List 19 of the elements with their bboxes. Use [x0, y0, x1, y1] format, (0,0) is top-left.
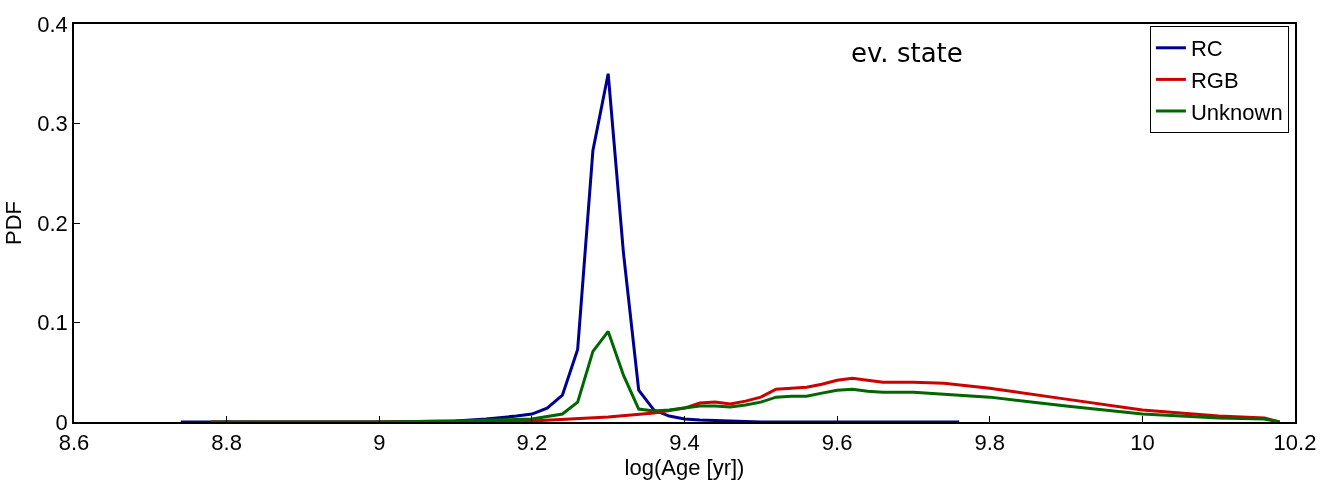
line-series [209, 329, 1282, 422]
y-axis-title: PDF [0, 201, 26, 245]
x-tick-label: 9.8 [974, 430, 1006, 456]
y-tick-label: 0.2 [37, 210, 68, 236]
y-tick-label: 0.4 [37, 11, 68, 37]
x-tick-label: 9.6 [821, 430, 853, 456]
annotation: ev. state [851, 38, 963, 68]
y-tick-label: 0.3 [37, 111, 68, 137]
x-tick-label: 10.2 [1273, 430, 1317, 456]
legend-label: RC [1190, 36, 1223, 62]
legend-label: Unknown [1190, 99, 1283, 125]
x-tick-label: 9 [373, 430, 386, 456]
x-tick-label: 9.4 [669, 430, 700, 456]
x-axis-title: log(Age [yr]) [624, 455, 745, 481]
legend-label: RGB [1190, 67, 1239, 93]
x-tick-label: 8.8 [211, 430, 242, 456]
x-tick-label: 10 [1130, 430, 1155, 456]
y-tick-label: 0.1 [37, 310, 68, 336]
x-tick-label: 9.2 [516, 430, 548, 456]
